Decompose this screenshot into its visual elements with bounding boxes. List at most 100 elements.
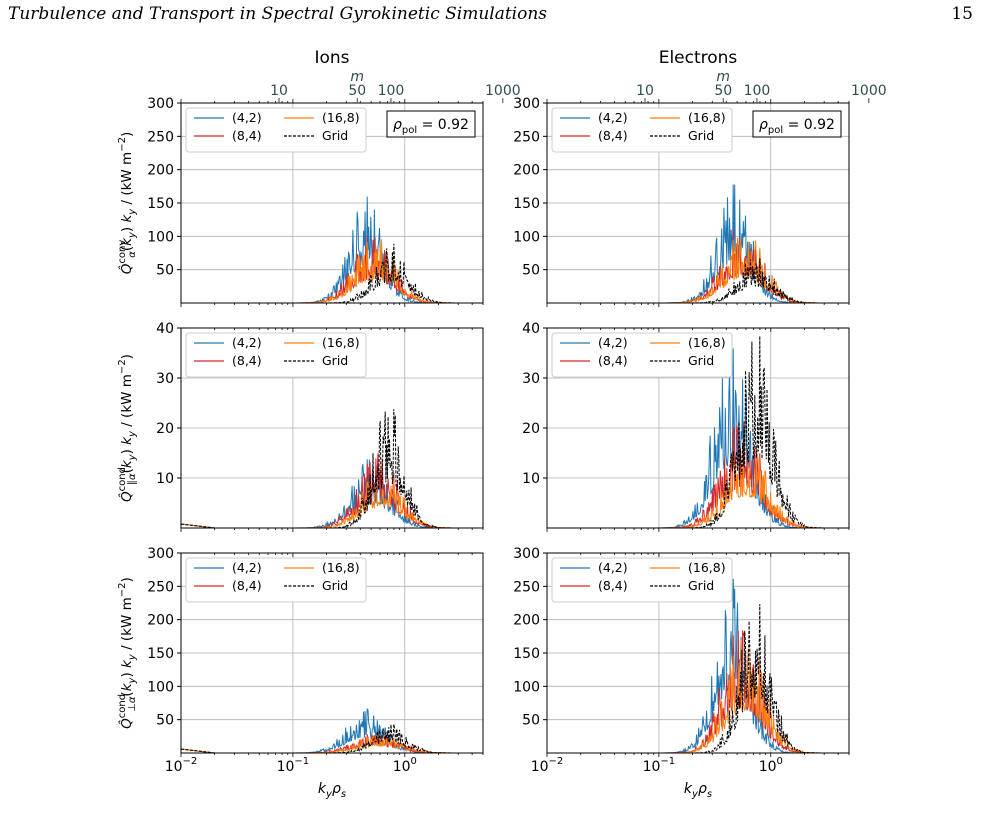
y-tick-label: 200 [147, 163, 174, 179]
axes-frame [180, 102, 484, 304]
legend-label: Grid [688, 128, 714, 143]
top-axis-tick-label: 50 [714, 83, 732, 99]
y-tick-label: 250 [147, 129, 174, 145]
top-axis-tick-label: 100 [378, 83, 405, 99]
running-head-title: Turbulence and Transport in Spectral Gyr… [8, 4, 548, 24]
legend-label: (16,8) [688, 110, 726, 125]
top-axis-tick-label: 10 [270, 83, 288, 99]
y-tick-label: 20 [156, 421, 174, 437]
legend-label: (4,2) [232, 110, 262, 125]
legend-box [185, 107, 367, 153]
legend-label: (4,2) [232, 335, 262, 350]
y-tick-label: 200 [147, 613, 174, 629]
legend-label: (16,8) [322, 110, 360, 125]
legend-box [551, 107, 733, 153]
axes-frame [546, 327, 850, 529]
y-tick-label: 300 [147, 546, 174, 562]
y-axis-label: Q̂convα(ky) ky / (kW m−2) [117, 132, 138, 275]
column-title: Electrons [659, 48, 738, 68]
annotation-label: ρpol = 0.92 [393, 117, 469, 136]
y-tick-label: 150 [513, 646, 540, 662]
legend-box [551, 557, 733, 603]
y-tick-label: 30 [522, 371, 540, 387]
axes-frame [180, 327, 484, 529]
legend-label: (16,8) [322, 335, 360, 350]
legend-box [551, 332, 733, 378]
panel-electrons-parallel-conductive: 40 30 20 10 (4,2) (8,4) (16,8) Grid [522, 321, 850, 532]
top-axis-tick-label: 1000 [485, 83, 521, 99]
legend-label: (4,2) [232, 560, 262, 575]
y-tick-label: 300 [147, 96, 174, 112]
legend-label: (8,4) [598, 578, 628, 593]
x-tick-label: 100 [393, 756, 417, 775]
y-axis-label: Q̂cond∥α(ky) ky / (kW m−2) [117, 354, 138, 502]
legend-label: (4,2) [598, 335, 628, 350]
y-tick-label: 50 [156, 263, 174, 279]
top-axis-label: m [716, 69, 730, 85]
x-tick-label: 100 [759, 756, 783, 775]
top-axis-tick-label: 10 [636, 83, 654, 99]
y-tick-label: 10 [156, 471, 174, 487]
column-title: Ions [314, 48, 349, 68]
legend-label: (4,2) [598, 110, 628, 125]
y-tick-label: 250 [513, 579, 540, 595]
legend-label: Grid [322, 353, 348, 368]
legend-box [185, 332, 367, 378]
top-axis-tick-label: 100 [744, 83, 771, 99]
panel-ions-parallel-conductive: 40 30 20 10 (4,2) (8,4) (16,8) Grid Q̂cond∥α(ky)… [117, 321, 484, 532]
y-tick-label: 100 [513, 229, 540, 245]
y-tick-label: 300 [513, 96, 540, 112]
panel-electrons-convective: 300 250 200 150 100 50 (4,2) (8,4) (16,8) Grid ρpo… [513, 48, 887, 307]
legend-label: (8,4) [232, 353, 262, 368]
page-number: 15 [951, 4, 973, 24]
legend-label: (16,8) [322, 560, 360, 575]
y-tick-label: 200 [513, 613, 540, 629]
x-tick-label: 10−1 [643, 756, 676, 775]
y-tick-label: 30 [156, 371, 174, 387]
top-axis-tick-label: 1000 [851, 83, 887, 99]
y-tick-label: 100 [147, 229, 174, 245]
y-tick-label: 250 [147, 579, 174, 595]
legend-label: (8,4) [598, 353, 628, 368]
panel-ions-convective: 300 250 200 150 100 50 (4,2) (8,4) (16,8) Grid ρpo… [117, 48, 521, 307]
y-tick-label: 250 [513, 129, 540, 145]
y-tick-label: 50 [156, 713, 174, 729]
y-tick-label: 40 [156, 321, 174, 337]
legend-box [185, 557, 367, 603]
x-tick-label: 10−2 [165, 756, 198, 775]
y-tick-label: 150 [147, 646, 174, 662]
axes-frame [180, 552, 484, 754]
legend-label: Grid [688, 353, 714, 368]
legend-label: Grid [322, 578, 348, 593]
legend-label: Grid [688, 578, 714, 593]
annotation-box [386, 110, 476, 138]
y-tick-label: 20 [522, 421, 540, 437]
y-tick-label: 50 [522, 263, 540, 279]
annotation-label: ρpol = 0.92 [759, 117, 835, 136]
y-tick-label: 200 [513, 163, 540, 179]
panel-electrons-perpendicular-conductive: 300 250 200 150 100 50 (4,2) (8,4) (16,8) Grid 10−… [513, 546, 850, 800]
x-axis-label: kyρs [684, 781, 712, 800]
y-tick-label: 300 [513, 546, 540, 562]
x-tick-label: 10−1 [277, 756, 310, 775]
legend-label: (8,4) [232, 128, 262, 143]
legend-label: (8,4) [598, 128, 628, 143]
y-tick-label: 100 [147, 679, 174, 695]
annotation-box [752, 110, 842, 138]
y-tick-label: 10 [522, 471, 540, 487]
axes-frame [546, 552, 850, 754]
y-tick-label: 150 [513, 196, 540, 212]
legend-label: Grid [322, 128, 348, 143]
x-tick-label: 10−2 [531, 756, 564, 775]
y-tick-label: 100 [513, 679, 540, 695]
x-axis-label: kyρs [318, 781, 346, 800]
top-axis-label: m [350, 69, 364, 85]
y-tick-label: 40 [522, 321, 540, 337]
y-tick-label: 50 [522, 713, 540, 729]
legend-label: (4,2) [598, 560, 628, 575]
legend-label: (16,8) [688, 560, 726, 575]
legend-label: (16,8) [688, 335, 726, 350]
y-axis-label: Q̂cond⊥α(ky) ky / (kW m−2) [117, 577, 138, 729]
legend-label: (8,4) [232, 578, 262, 593]
